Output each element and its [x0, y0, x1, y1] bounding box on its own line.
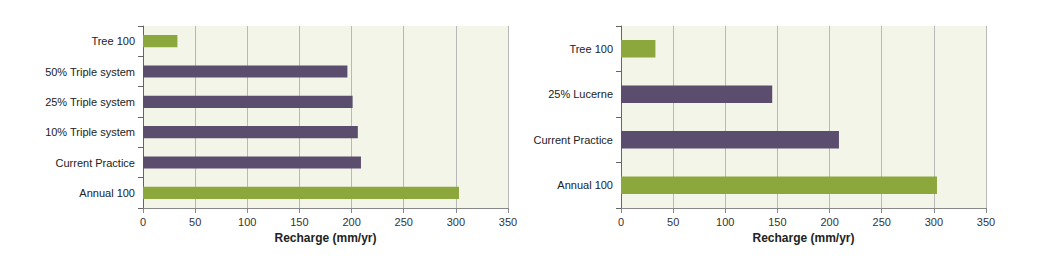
svg-text:100: 100 — [238, 216, 256, 228]
svg-text:Current Practice: Current Practice — [56, 157, 135, 169]
svg-text:Recharge (mm/yr): Recharge (mm/yr) — [274, 231, 376, 245]
svg-text:350: 350 — [499, 216, 517, 228]
svg-text:Annual 100: Annual 100 — [79, 187, 135, 199]
svg-text:50: 50 — [667, 216, 679, 228]
svg-text:25% Lucerne: 25% Lucerne — [548, 88, 613, 100]
svg-text:Recharge (mm/yr): Recharge (mm/yr) — [752, 231, 854, 245]
svg-text:250: 250 — [873, 216, 891, 228]
svg-text:350: 350 — [977, 216, 995, 228]
svg-text:50: 50 — [189, 216, 201, 228]
svg-text:0: 0 — [618, 216, 624, 228]
svg-text:Tree 100: Tree 100 — [569, 43, 613, 55]
svg-text:150: 150 — [290, 216, 308, 228]
svg-text:300: 300 — [925, 216, 943, 228]
svg-text:200: 200 — [342, 216, 360, 228]
svg-text:0: 0 — [140, 216, 146, 228]
svg-text:200: 200 — [820, 216, 838, 228]
svg-text:100: 100 — [716, 216, 734, 228]
svg-text:Current Practice: Current Practice — [534, 134, 613, 146]
svg-text:250: 250 — [395, 216, 413, 228]
svg-text:300: 300 — [447, 216, 465, 228]
svg-text:10% Triple system: 10% Triple system — [45, 126, 135, 138]
svg-text:150: 150 — [768, 216, 786, 228]
svg-text:50% Triple system: 50% Triple system — [45, 66, 135, 78]
svg-text:Annual 100: Annual 100 — [557, 179, 613, 191]
svg-text:25% Triple system: 25% Triple system — [45, 96, 135, 108]
svg-text:Tree 100: Tree 100 — [91, 35, 135, 47]
